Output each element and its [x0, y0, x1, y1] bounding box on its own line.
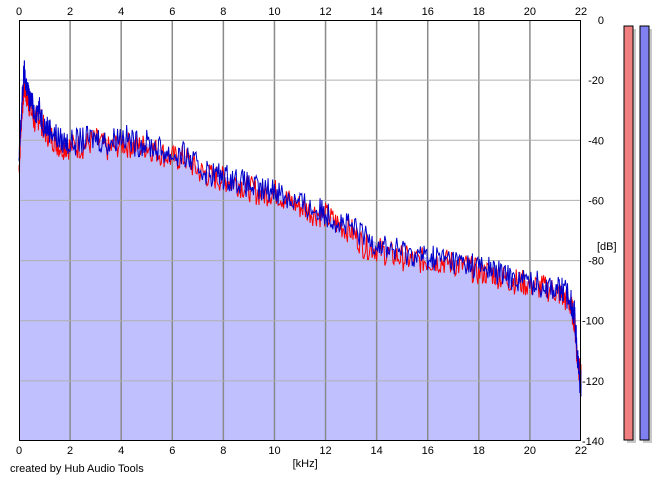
x-tick-label-top: 8 [220, 6, 226, 18]
x-tick-label-bottom: 0 [16, 445, 22, 457]
x-tick-label-top: 2 [67, 6, 73, 18]
y-tick-label: -140 [582, 436, 604, 448]
y-tick-label: -60 [588, 195, 604, 207]
x-tick-label-top: 10 [268, 6, 280, 18]
level-meters [623, 25, 652, 443]
y-tick-label: 0 [598, 15, 604, 27]
x-tick-label-bottom: 4 [118, 445, 124, 457]
series-lines [18, 60, 582, 397]
x-tick-label-bottom: 20 [524, 445, 536, 457]
credit-text: created by Hub Audio Tools [10, 463, 144, 475]
x-tick-label-top: 6 [169, 6, 175, 18]
x-tick-label-top: 14 [371, 6, 383, 18]
y-axis-label: [dB] [597, 241, 617, 253]
x-tick-label-bottom: 10 [268, 445, 280, 457]
x-tick-label-bottom: 6 [169, 445, 175, 457]
x-tick-label-top: 4 [118, 6, 124, 18]
series-line-1 [18, 60, 582, 397]
grid [19, 20, 581, 441]
x-tick-label-top: 12 [319, 6, 331, 18]
x-ticks-top: 0 2 4 6 8 10 12 14 16 18 20 22 [16, 6, 587, 18]
x-tick-label-bottom: 14 [371, 445, 383, 457]
x-tick-label-top: 20 [524, 6, 536, 18]
level-meter-0 [623, 25, 634, 441]
y-ticks-right: 0 -20 -40 -60 -80 -100 -120 -140 [582, 15, 604, 448]
x-tick-label-top: 22 [575, 6, 587, 18]
x-tick-label-bottom: 22 [575, 445, 587, 457]
y-tick-label: -100 [582, 316, 604, 328]
x-tick-label-bottom: 8 [220, 445, 226, 457]
x-tick-label-bottom: 2 [67, 445, 73, 457]
x-tick-label-bottom: 12 [319, 445, 331, 457]
x-tick-label-top: 0 [16, 6, 22, 18]
x-tick-label-bottom: 18 [473, 445, 485, 457]
y-tick-label: -120 [582, 376, 604, 388]
x-tick-label-top: 16 [422, 6, 434, 18]
x-axis-label: [kHz] [293, 458, 318, 470]
y-tick-label: -80 [588, 256, 604, 268]
y-tick-label: -40 [588, 135, 604, 147]
x-tick-label-bottom: 16 [422, 445, 434, 457]
plot-border [19, 20, 581, 441]
y-tick-label: -20 [588, 75, 604, 87]
x-tick-label-top: 18 [473, 6, 485, 18]
x-ticks-bottom: 0 2 4 6 8 10 12 14 16 18 20 22 [16, 445, 587, 457]
spectrum-fill [19, 71, 581, 442]
level-meter-1 [639, 25, 650, 441]
